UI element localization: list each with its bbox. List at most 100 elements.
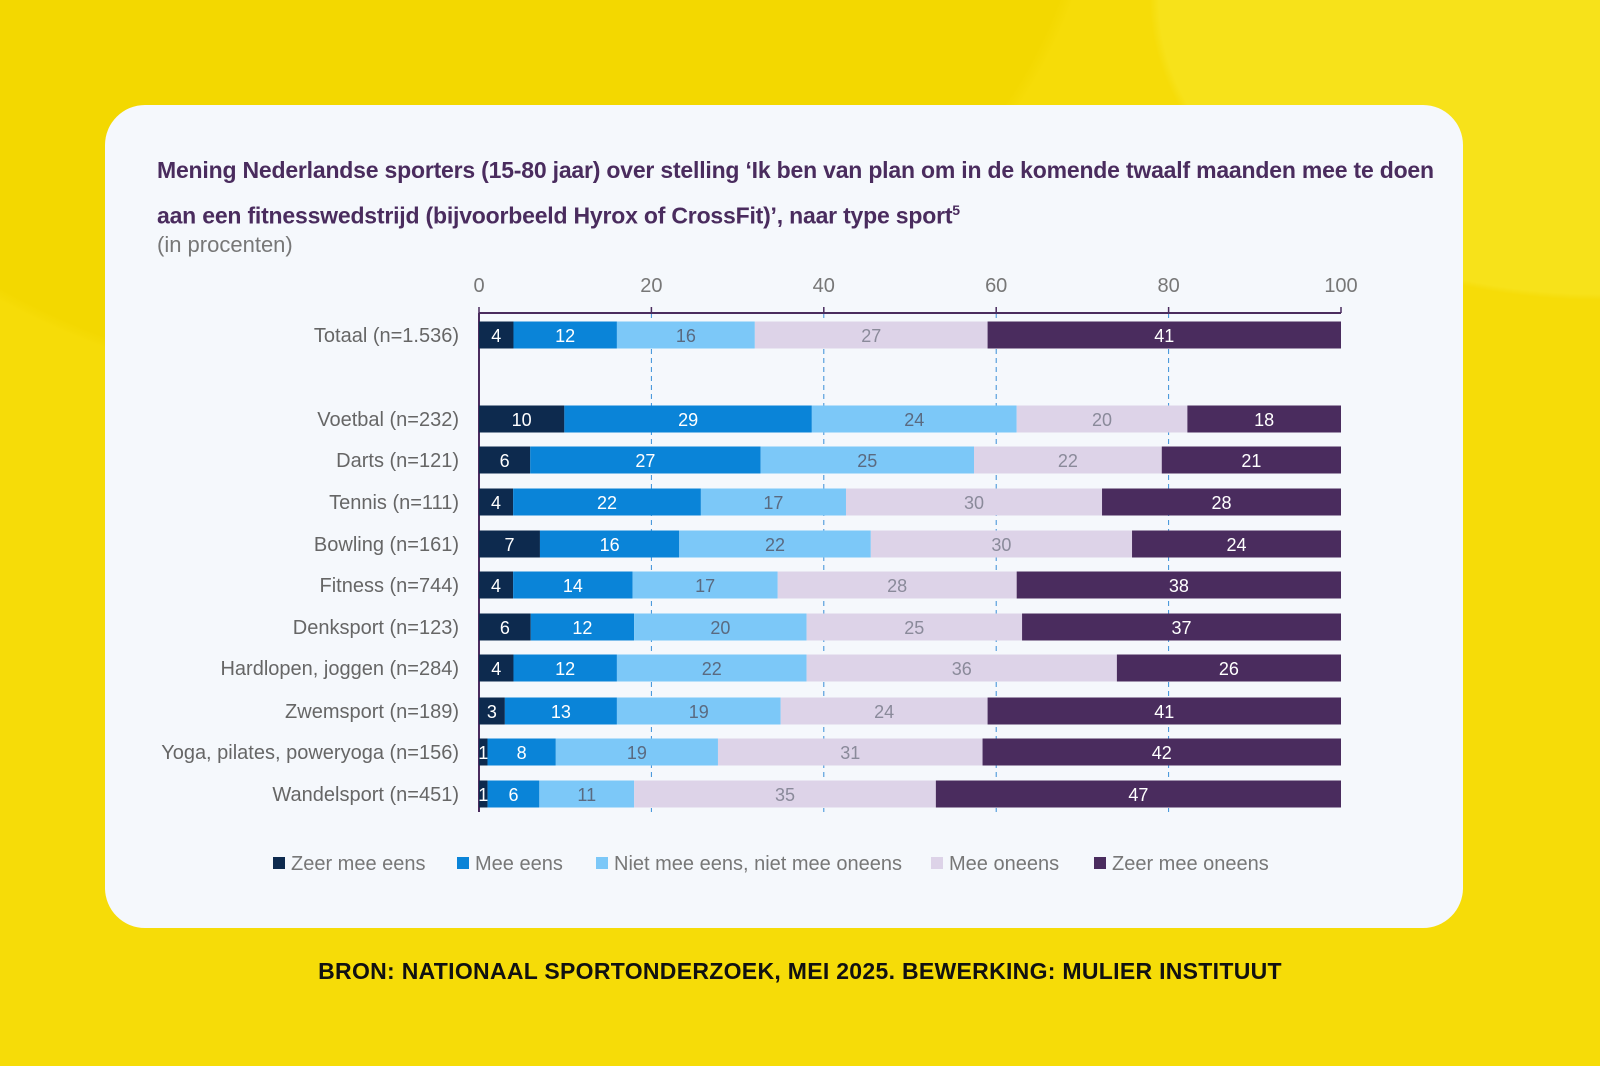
legend-label: Zeer mee eens (291, 853, 426, 875)
bar-segment (479, 571, 514, 599)
data-label: 30 (991, 535, 1011, 555)
data-label: 25 (904, 618, 924, 638)
category-label: Wandelsport (n=451) (272, 784, 459, 806)
bar-segment (504, 697, 617, 725)
data-label: 26 (1219, 659, 1239, 679)
bar-segment (555, 738, 718, 766)
bar-segment (700, 488, 846, 516)
data-label: 16 (600, 535, 620, 555)
data-label: 20 (1092, 410, 1112, 430)
bar-segment (513, 321, 617, 349)
bar-segment (539, 530, 680, 558)
chart-title: Mening Nederlandse sporters (15-80 jaar)… (157, 157, 1434, 229)
bar-segment (1102, 488, 1341, 516)
data-label: 13 (551, 702, 571, 722)
data-label: 12 (555, 326, 575, 346)
bar-segment (1132, 530, 1341, 558)
data-label: 22 (597, 493, 617, 513)
bar-segment (487, 738, 556, 766)
data-label: 14 (563, 576, 583, 596)
bar-segment (479, 654, 514, 682)
data-label: 22 (702, 659, 722, 679)
bar-segment (974, 446, 1162, 474)
bar-segment (806, 654, 1117, 682)
data-label: 19 (627, 743, 647, 763)
bar-segment (479, 697, 505, 725)
x-tick-label: 80 (1157, 275, 1179, 297)
bar-segment (1116, 654, 1341, 682)
category-label: Darts (n=121) (336, 450, 459, 472)
bar-segment (479, 613, 531, 641)
data-label: 29 (678, 410, 698, 430)
bar-segment (634, 613, 807, 641)
bar-segment (479, 530, 540, 558)
bar-segment (479, 488, 514, 516)
category-label: Yoga, pilates, poweryoga (n=156) (161, 742, 459, 764)
bar-segment (513, 654, 617, 682)
bar-segment (513, 488, 701, 516)
bar-segment (935, 780, 1341, 808)
bar-segment (616, 321, 755, 349)
data-label: 6 (500, 618, 510, 638)
data-label: 12 (572, 618, 592, 638)
bar-segment (845, 488, 1103, 516)
category-label: Zwemsport (n=189) (285, 701, 459, 723)
data-label: 42 (1152, 743, 1172, 763)
bar-segment (1016, 571, 1341, 599)
x-tick-label: 20 (640, 275, 662, 297)
bar-segment (870, 530, 1133, 558)
data-label: 31 (840, 743, 860, 763)
bar-segment (754, 321, 988, 349)
data-label: 17 (695, 576, 715, 596)
bar-segment (982, 738, 1341, 766)
data-label: 35 (775, 785, 795, 805)
data-label: 7 (504, 535, 514, 555)
data-label: 24 (904, 410, 924, 430)
bar-segment (717, 738, 983, 766)
legend-swatch (931, 857, 943, 869)
bar-segment (760, 446, 975, 474)
data-label: 4 (491, 493, 501, 513)
data-label: 4 (491, 326, 501, 346)
bar-segment (530, 613, 635, 641)
data-label: 18 (1254, 410, 1274, 430)
legend-swatch (596, 857, 608, 869)
data-label: 4 (491, 576, 501, 596)
source-note: BRON: NATIONAAL SPORTONDERZOEK, MEI 2025… (318, 958, 1282, 984)
category-label: Hardlopen, joggen (n=284) (220, 658, 459, 680)
bar-segment (679, 530, 871, 558)
bar-segment (616, 697, 781, 725)
category-label: Fitness (n=744) (319, 575, 459, 597)
category-label: Bowling (n=161) (314, 534, 459, 556)
data-label: 16 (676, 326, 696, 346)
bar-segment (1161, 446, 1341, 474)
data-label: 4 (491, 659, 501, 679)
data-label: 17 (763, 493, 783, 513)
legend-swatch (1094, 857, 1106, 869)
data-label: 12 (555, 659, 575, 679)
category-label: Tennis (n=111) (329, 492, 459, 514)
category-label: Voetbal (n=232) (317, 409, 459, 431)
x-tick-label: 0 (473, 275, 484, 297)
legend-label: Mee eens (475, 853, 563, 875)
x-tick-label: 40 (813, 275, 835, 297)
data-label: 38 (1169, 576, 1189, 596)
legend-swatch (273, 857, 285, 869)
data-label: 25 (857, 451, 877, 471)
data-label: 24 (874, 702, 894, 722)
bar-segment (632, 571, 778, 599)
x-tick-label: 100 (1324, 275, 1357, 297)
data-label: 1 (478, 743, 488, 763)
data-label: 24 (1226, 535, 1246, 555)
bar-segment (806, 613, 1023, 641)
data-label: 27 (861, 326, 881, 346)
bar-segment (479, 738, 488, 766)
data-label: 6 (500, 451, 510, 471)
data-label: 1 (478, 785, 488, 805)
chart-subtitle: (in procenten) (157, 232, 293, 257)
bar-segment (539, 780, 635, 808)
bar-segment (987, 697, 1341, 725)
bar-segment (616, 654, 807, 682)
data-label: 3 (487, 702, 497, 722)
